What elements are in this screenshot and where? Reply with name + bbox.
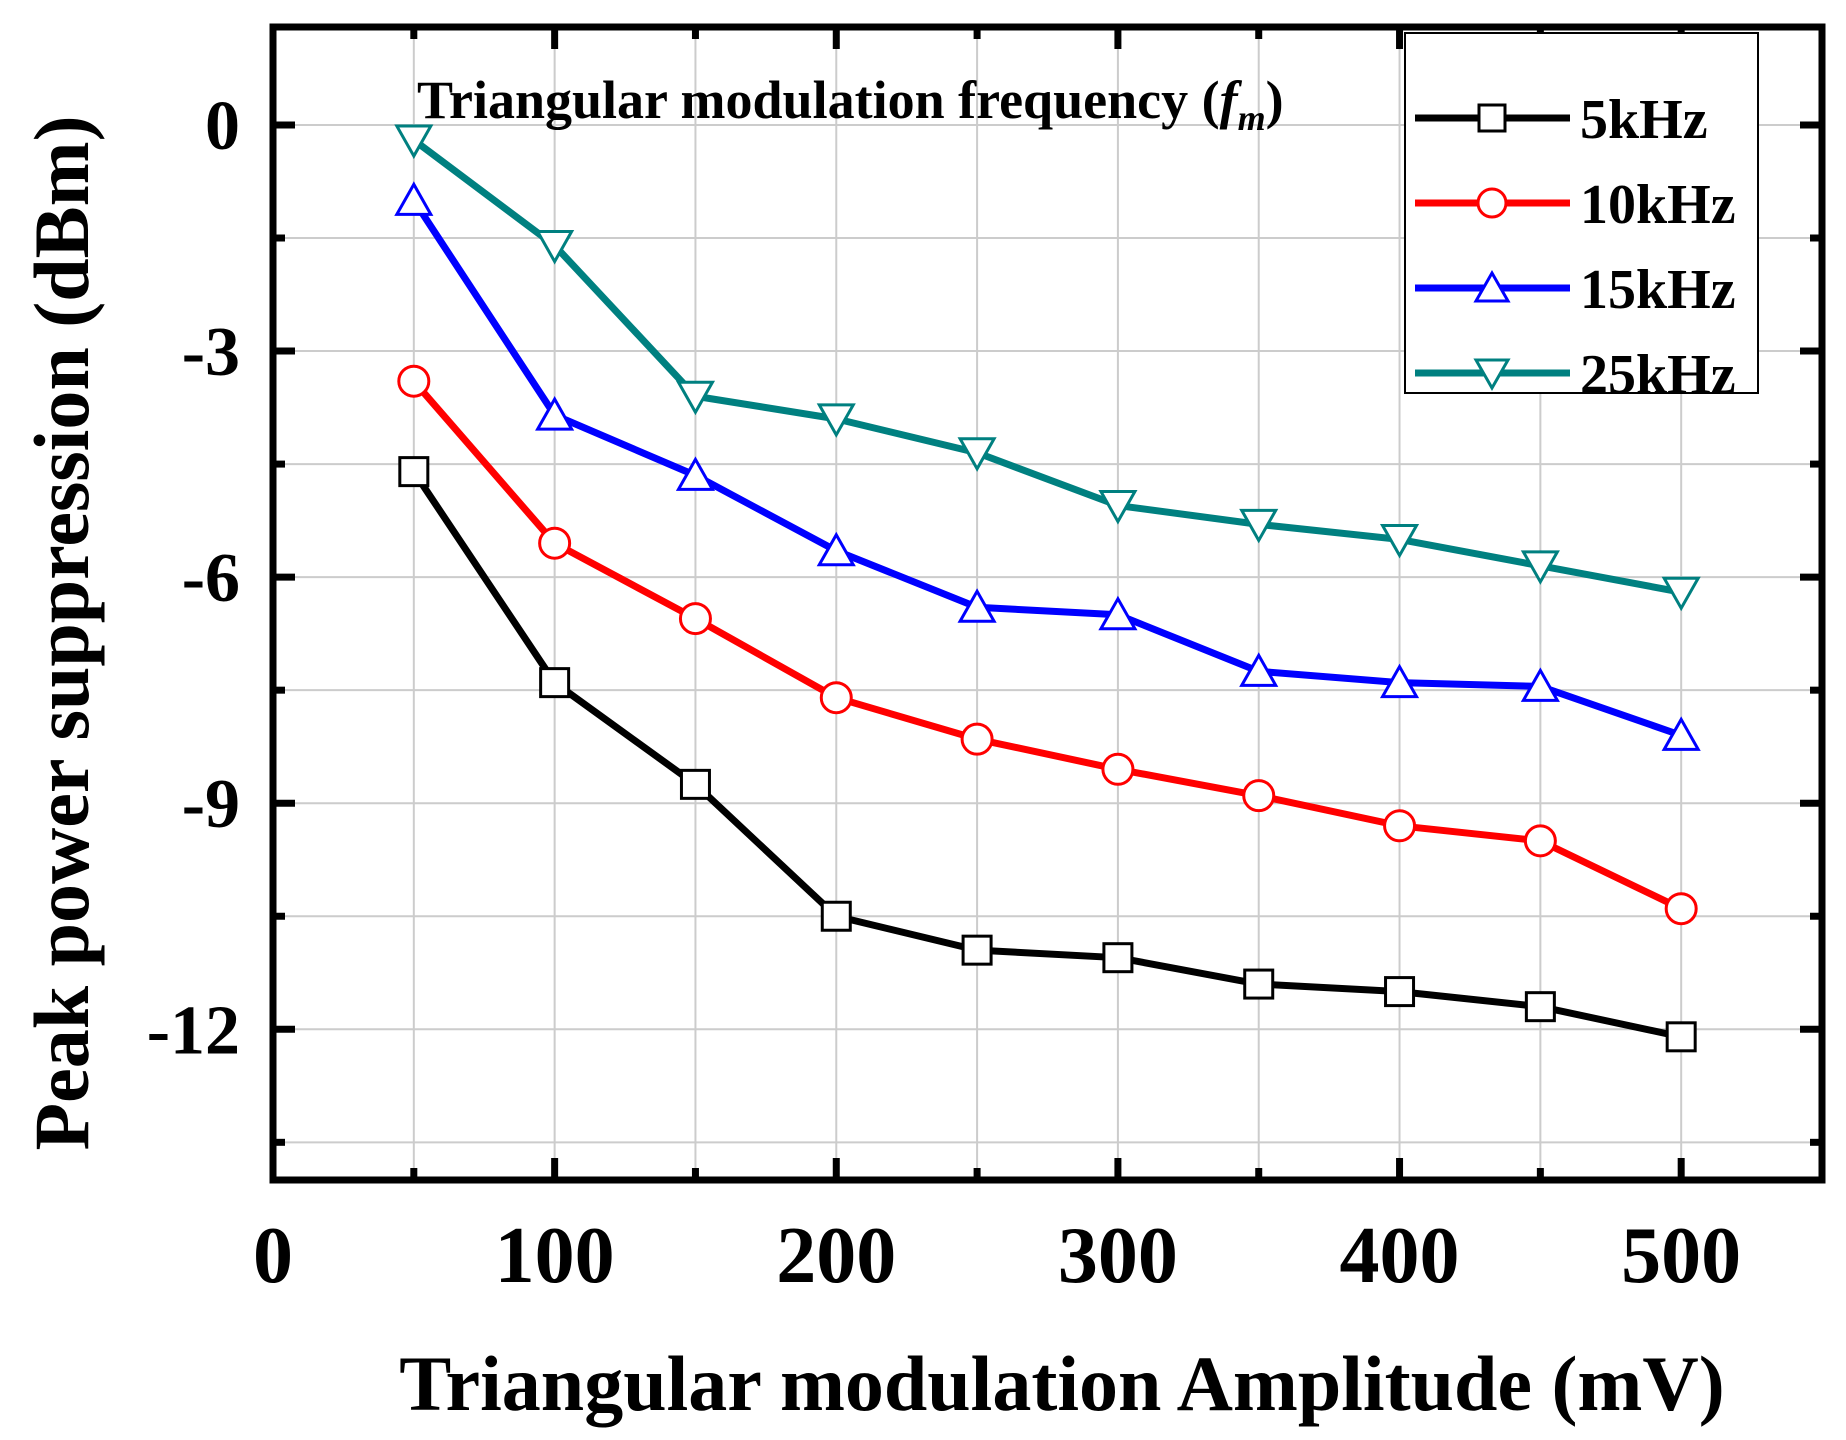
data-point-5khz <box>679 768 711 800</box>
data-point-15khz <box>1520 667 1560 702</box>
y-axis-label: Peak power suppression (dBm) <box>18 115 105 1150</box>
annotation-symbol: f <box>1220 70 1243 130</box>
legend-label-10khz: 10kHz <box>1580 174 1736 236</box>
x-tick-label: 100 <box>495 1212 615 1300</box>
y-tick-labels: 0 -3 -6 -9 -12 <box>147 88 240 1069</box>
legend-label-15khz: 15kHz <box>1580 259 1736 321</box>
data-point-10khz <box>397 364 431 398</box>
legend-label-5khz: 5kHz <box>1580 89 1708 151</box>
x-tick-label: 500 <box>1621 1212 1741 1300</box>
legend-label-25khz: 25kHz <box>1580 344 1736 406</box>
data-point-25khz <box>1098 490 1138 525</box>
data-point-10khz <box>1523 824 1557 858</box>
series-line-25khz <box>411 137 1682 596</box>
x-tick-labels: 0 100 200 300 400 500 <box>253 1212 1741 1300</box>
data-point-25khz <box>394 124 434 160</box>
annotation-text: Triangular modulation frequency (fm) <box>417 70 1284 138</box>
data-point-25khz <box>816 403 856 438</box>
annotation-subscript: m <box>1238 98 1266 138</box>
data-point-10khz <box>678 602 712 636</box>
y-tick-label: -12 <box>147 992 240 1069</box>
data-point-5khz <box>1102 942 1134 974</box>
legend-marker-5khz <box>1477 103 1507 133</box>
x-tick-label: 300 <box>1058 1212 1178 1300</box>
x-axis-label: Triangular modulation Amplitude (mV) <box>399 1340 1724 1427</box>
data-point-10khz <box>819 681 853 715</box>
x-tick-label: 400 <box>1340 1212 1460 1300</box>
data-point-25khz <box>1239 508 1279 544</box>
axis-ticks <box>273 27 1822 1180</box>
data-point-25khz <box>535 230 575 265</box>
x-tick-label: 0 <box>253 1212 293 1300</box>
x-tick-label: 200 <box>776 1212 896 1300</box>
legend-marker-10khz <box>1476 187 1508 219</box>
data-point-10khz <box>1101 752 1135 786</box>
data-point-15khz <box>394 181 434 216</box>
data-point-25khz <box>1379 523 1420 559</box>
data-point-15khz <box>1661 716 1701 751</box>
legend-marker-25khz <box>1473 358 1511 392</box>
y-tick-label: 0 <box>205 88 240 165</box>
annotation-prefix: Triangular modulation frequency ( <box>417 70 1220 130</box>
data-point-15khz <box>1379 663 1420 699</box>
data-point-5khz <box>1524 991 1556 1023</box>
data-point-5khz <box>820 900 852 932</box>
y-tick-label: -9 <box>182 766 240 843</box>
y-tick-label: -6 <box>182 540 240 617</box>
annotation-close: ) <box>1266 70 1284 130</box>
data-point-15khz <box>1098 595 1138 631</box>
data-point-5khz <box>1665 1021 1697 1053</box>
data-point-25khz <box>1661 576 1701 612</box>
data-point-5khz <box>961 934 993 966</box>
data-point-5khz <box>539 667 571 699</box>
data-point-15khz <box>816 531 856 567</box>
data-point-5khz <box>1243 968 1275 1000</box>
data-point-5khz <box>1384 976 1416 1008</box>
data-point-25khz <box>957 437 997 472</box>
data-point-25khz <box>1520 550 1560 585</box>
data-point-10khz <box>1383 809 1417 843</box>
series-line-10khz <box>411 378 1683 912</box>
data-point-10khz <box>1242 779 1276 813</box>
data-point-15khz <box>1239 652 1279 687</box>
data-point-15khz <box>675 456 716 491</box>
series-lines <box>410 137 1683 1041</box>
series-line-15khz <box>410 198 1683 739</box>
y-tick-label: -3 <box>182 314 240 391</box>
plot-frame <box>269 23 1826 1184</box>
legend-box <box>1404 32 1759 394</box>
series-line-5khz <box>410 469 1682 1041</box>
data-point-10khz <box>1664 892 1698 926</box>
data-point-25khz <box>675 380 716 416</box>
data-point-15khz <box>957 588 997 623</box>
data-point-10khz <box>538 526 572 560</box>
data-point-5khz <box>398 456 430 488</box>
legend-marker-15khz <box>1473 269 1511 303</box>
legend: 5kHz 10kHz 15kHz 25kHz <box>1404 32 1759 406</box>
data-point-15khz <box>535 396 575 431</box>
series-markers <box>394 124 1701 1053</box>
data-point-10khz <box>960 722 994 756</box>
